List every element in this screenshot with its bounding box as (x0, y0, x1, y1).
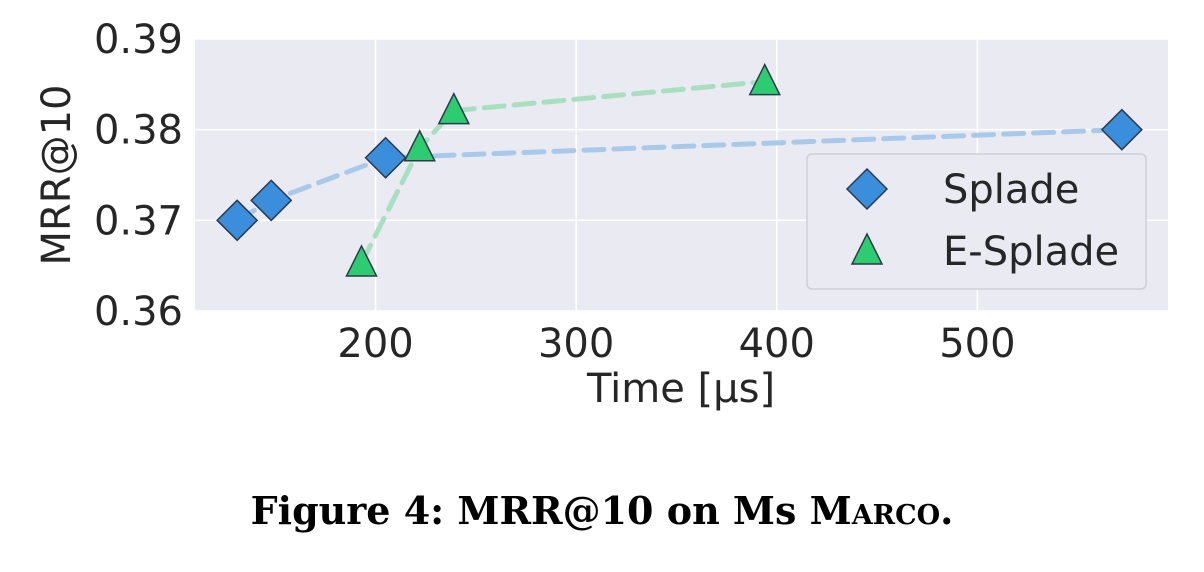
y-tick-labels: 0.36 0.37 0.38 0.39 (94, 17, 183, 335)
figure-caption: Figure 4: MRR@10 on Ms Marco. (0, 488, 1204, 533)
series-line-1 (234, 127, 1125, 223)
data-point-1 (1100, 108, 1143, 151)
data-point-1 (216, 199, 259, 242)
chart: 200 300 400 500 0.360.370.380.39 Time [μs] … (34, 17, 1168, 412)
x-tick-labels: 200 300 400 500 (337, 321, 1015, 367)
x-axis-label: Time [μs] (586, 366, 775, 412)
data-point-1 (250, 179, 293, 222)
data-point-2 (748, 62, 781, 96)
legend-label-1: Splade (943, 167, 1079, 213)
data-point-2 (403, 129, 436, 162)
x-tick-label: 200 (337, 321, 413, 367)
y-tick-label: 0.38 (94, 108, 183, 154)
y-tick-label: 0.39 (94, 17, 183, 63)
series-line-2 (359, 79, 768, 266)
series-lines (234, 79, 1125, 266)
data-point-1 (364, 136, 407, 179)
data-point-2 (437, 91, 471, 125)
x-tick-label: 400 (739, 321, 815, 367)
legend-box (806, 153, 1147, 290)
data-point-2 (345, 244, 378, 277)
caption-suffix: . (940, 488, 954, 533)
y-axis-label: MRR@10 (34, 85, 80, 266)
caption-smallcaps: Marco (809, 488, 941, 533)
legend-label-2: E-Splade (943, 229, 1119, 275)
x-tick-label: 500 (939, 321, 1015, 367)
series-markers (216, 62, 1143, 277)
legend-marker-1 (845, 167, 889, 211)
y-tick-label: 0.36 (94, 289, 183, 335)
legend: Splade E-Splade (806, 153, 1147, 290)
legend-marker-2 (850, 232, 884, 265)
caption-prefix: Figure 4: MRR@10 on Ms (250, 488, 810, 533)
x-tick-label: 300 (538, 321, 614, 367)
y-tick-label: 0.37 (94, 198, 183, 244)
